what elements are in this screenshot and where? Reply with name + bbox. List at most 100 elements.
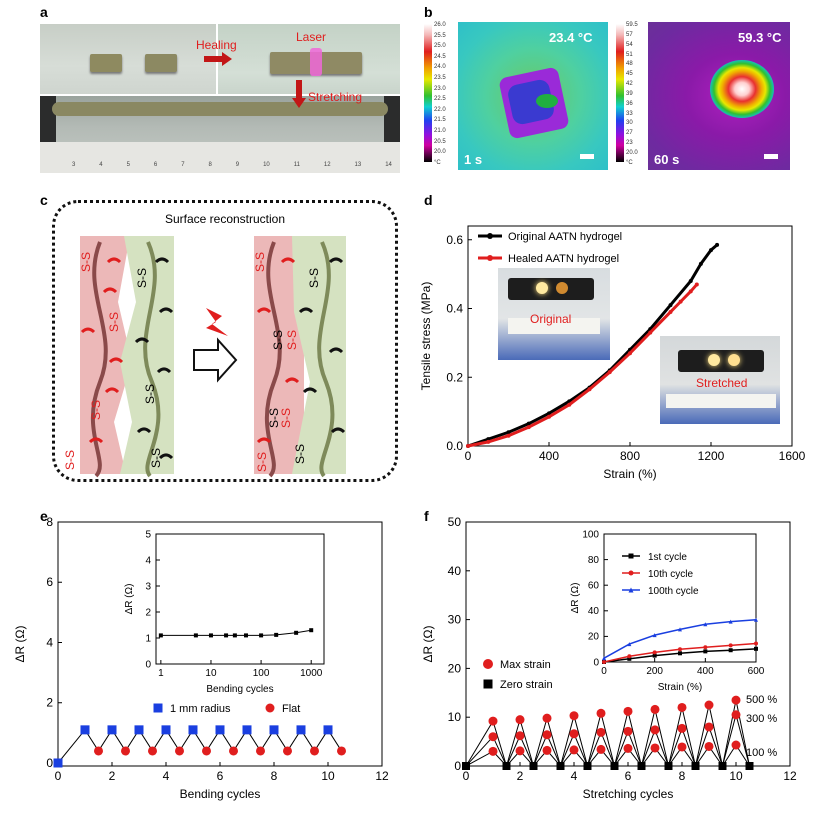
e-inset-point [158,633,163,638]
colorbar-tick: °C [434,159,441,166]
inset-label-original: Original [530,312,572,326]
e-legend-label: 1 mm radius [170,703,231,715]
f-zero-strain-point [637,762,646,770]
disulfide-label: S-S [63,450,77,470]
colorbar-tick: 20.0 [626,149,638,156]
f-x-tick-label: 6 [625,769,632,783]
colorbar-tick: 20.5 [434,138,446,145]
f-x-tick-label: 0 [463,769,470,783]
colorbar-tick: 22.0 [434,106,446,113]
f-inset-y-tick-label: 0 [593,657,599,668]
d-data-point [547,414,551,419]
disulfide-label: S-S [271,330,285,350]
e-y-tick-label: 6 [46,575,53,589]
temp-readout-right: 59.3 °C [738,30,782,45]
d-data-point [526,425,531,430]
inset-label-stretched: Stretched [696,376,748,390]
d-data-point [466,444,470,448]
d-data-point [678,299,683,304]
f-y-tick-label: 50 [448,515,462,529]
time-label-right: 60 s [654,152,680,167]
f-inset-legend-marker [628,570,634,576]
colorbar-tick: 30 [626,120,633,127]
f-inset-legend-marker [628,553,634,559]
colorbar-tick: 24.0 [434,64,446,71]
f-x-tick-label: 8 [679,769,686,783]
laser-label: Laser [296,30,327,44]
f-inset-axes-frame [603,533,757,663]
ruler-tick: 11 [293,162,300,168]
healing-label: Healing [196,38,237,52]
e-data-point [80,725,90,735]
f-inset-point [678,647,682,652]
colorbar-left-ticks: 26.0 25.5 25.0 24.5 24.0 23.5 23.0 22.5 … [434,22,456,166]
f-y-tick-label: 10 [448,710,462,724]
ruler-tick: 6 [153,162,158,168]
f-inset-point [728,648,733,653]
d-legend-label: Original AATN hydrogel [508,231,622,243]
f-inset-point [754,646,758,651]
e-x-axis-label: Bending cycles [180,787,261,801]
f-max-strain-point [569,745,579,755]
d-data-point [709,248,713,253]
polymer-chain [90,241,108,478]
f-y-tick-label: 0 [454,759,461,773]
colorbar-right-ticks: 59.5 57 54 51 48 45 42 39 36 33 30 27 23… [626,22,648,166]
polymer-chain [264,241,282,478]
f-inset-x-tick-label: 0 [601,666,607,677]
d-y-tick-label: 0.2 [446,370,463,384]
f-max-strain-point [704,722,714,732]
laser-lightning-icon [206,308,228,336]
e-data-point [53,758,63,768]
f-inset-y-tick-label: 80 [588,555,600,566]
disulfide-diagram: S-S S-S S-S S-S S-S S-S S-S S-S S-S S-S … [63,236,346,478]
e-connect-line [57,728,342,764]
f-legend-label: Max strain [500,659,551,671]
f-max-strain-point [542,730,552,740]
f-inset-point [754,617,758,622]
f-inset-legend-label: 100th cycle [648,586,699,597]
e-legend-marker [153,703,163,713]
d-data-point [698,261,703,266]
photo-stretching [40,96,400,173]
d-x-tick-label: 1600 [779,449,806,463]
d-data-point [668,303,673,308]
e-inset-point [208,633,213,638]
e-x-tick-label: 12 [375,769,389,783]
d-legend-marker [487,233,493,239]
f-inset-legend-marker [628,587,634,593]
colorbar-tick: 21.5 [434,117,446,124]
ruler-tick: 3 [72,162,76,168]
thermal-image-1s [458,22,608,170]
d-data-point [648,330,653,335]
e-data-point [256,746,265,756]
f-inset-x-tick-label: 400 [697,666,714,677]
chart-d: 0 400 800 1200 1600 0.0 0.2 0.4 0.6 Strain (%) Ten… [420,225,806,481]
disulfide-label: S-S [307,268,321,288]
time-label-left: 1 s [464,152,483,167]
f-max-strain-point [515,731,525,741]
f-y-tick-label: 40 [448,564,462,578]
f-max-strain-point [488,732,498,742]
e-inset-y-tick-label: 2 [145,607,151,618]
e-inset-axes-frame [155,533,325,665]
e-data-point [337,746,346,756]
e-inset-y-tick-label: 4 [145,555,151,566]
e-inset-point [309,628,314,633]
f-x-axis-label: Stretching cycles [583,787,674,801]
f-max-strain-point [542,713,552,723]
colorbar-tick: 27 [626,130,633,137]
e-data-point [121,746,130,756]
ruler-tick: 14 [385,162,392,168]
colorbar-tick: 21.0 [434,128,446,135]
e-inset-point [294,630,299,635]
e-data-point [202,746,211,756]
d-data-point [688,289,693,294]
f-max-strain-point [569,729,579,739]
f-inset-point [703,645,708,650]
f-max-strain-point [704,700,714,710]
d-data-point [506,433,511,438]
d-x-tick-label: 800 [620,449,640,463]
d-data-point [668,309,673,314]
